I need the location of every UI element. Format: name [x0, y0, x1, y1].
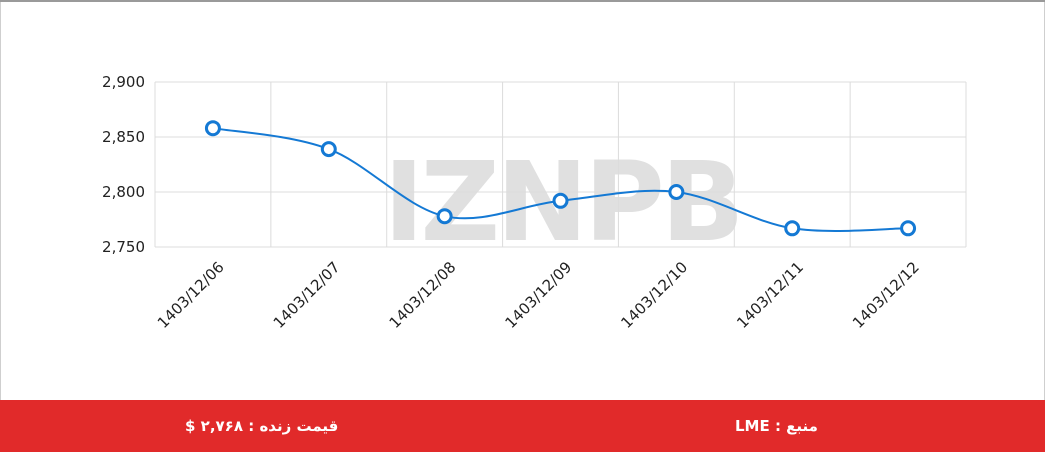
footer-bar: قیمت زنده : ۲,۷۶۸ $ منبع : LME	[0, 400, 1045, 452]
point	[784, 220, 801, 237]
x-tick-label: 1403/12/11	[733, 258, 807, 332]
live-price: قیمت زنده : ۲,۷۶۸ $	[185, 417, 339, 435]
x-tick-label: 1403/12/09	[501, 258, 575, 332]
y-tick-label: 2,900	[102, 73, 145, 91]
x-tick-label: 1403/12/07	[270, 258, 344, 332]
y-tick-label: 2,750	[102, 238, 145, 256]
x-tick-label: 1403/12/08	[386, 258, 460, 332]
point	[900, 220, 917, 237]
y-tick-label: 2,850	[102, 128, 145, 146]
point	[668, 184, 685, 200]
point	[204, 120, 221, 137]
x-tick-label: 1403/12/12	[849, 258, 923, 332]
x-tick-label: 1403/12/06	[154, 258, 228, 332]
x-tick-label: 1403/12/10	[617, 258, 691, 332]
point	[436, 208, 453, 225]
source: منبع : LME	[735, 417, 818, 435]
y-tick-label: 2,800	[102, 183, 145, 201]
point	[552, 192, 569, 209]
point	[320, 141, 337, 158]
